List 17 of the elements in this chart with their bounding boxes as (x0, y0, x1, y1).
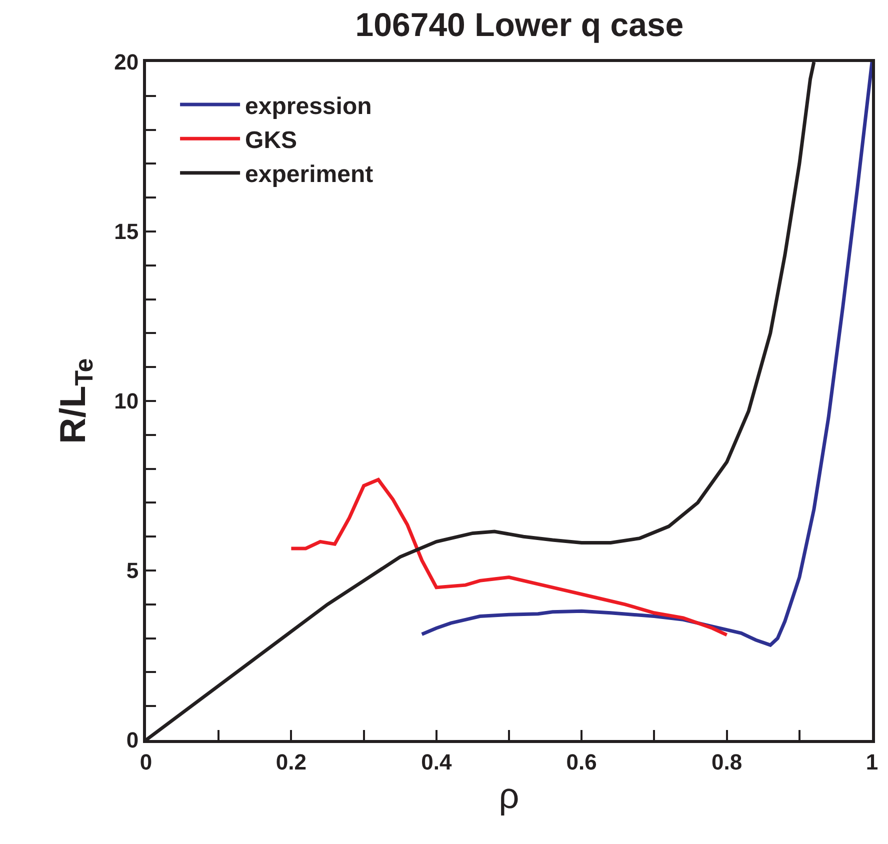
y-tick-label: 0 (126, 728, 139, 753)
y-tick-label: 5 (126, 558, 139, 584)
x-tick-label: 0.4 (421, 749, 452, 774)
x-tick-label: 0.6 (566, 749, 597, 774)
legend-label: experiment (245, 161, 374, 188)
x-tick-label: 1 (866, 749, 878, 774)
chart-title: 106740 Lower q case (355, 6, 684, 43)
line-series (289, 478, 729, 637)
x-tick-label: 0.2 (276, 749, 306, 774)
y-tick-label: 15 (114, 219, 139, 244)
legend-label: GKS (245, 127, 298, 154)
x-tick-label: 0.8 (712, 749, 742, 774)
line-series (420, 62, 872, 647)
legend-label: expression (245, 92, 372, 120)
y-tick-label: 10 (114, 388, 139, 414)
x-axis-title: ρ (498, 775, 520, 816)
y-tick-label: 20 (114, 50, 139, 75)
